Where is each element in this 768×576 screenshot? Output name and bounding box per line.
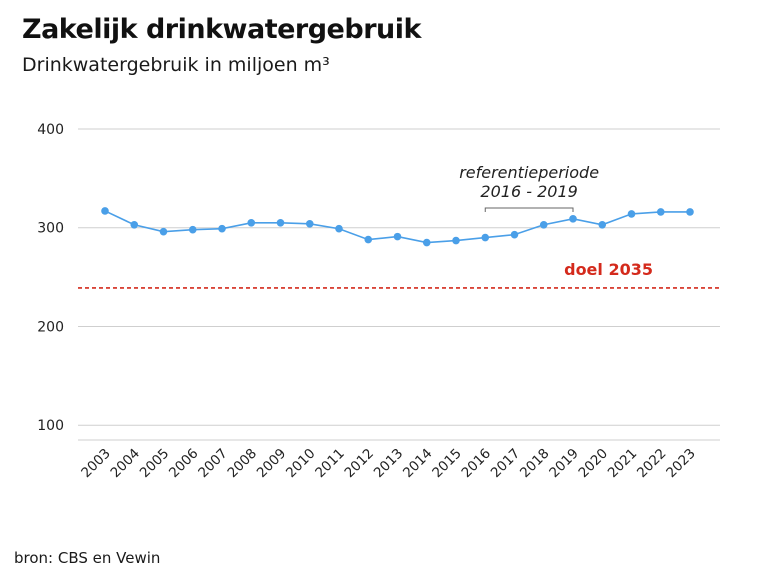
x-tick-label-2015: 2015	[429, 446, 465, 482]
chart-subtitle: Drinkwatergebruik in miljoen m³	[22, 54, 330, 76]
annotation-bracket	[484, 207, 574, 212]
data-point-2019	[569, 215, 577, 223]
data-point-2014	[422, 238, 431, 247]
x-tick-label-2004: 2004	[107, 446, 143, 482]
x-tick-label-2003: 2003	[78, 446, 114, 482]
y-tick-label-300: 300	[37, 221, 64, 237]
data-point-2020	[598, 220, 607, 229]
y-tick-label-200: 200	[37, 319, 64, 335]
data-point-2006	[188, 225, 197, 234]
x-tick-label-2019: 2019	[546, 446, 582, 482]
series-group	[101, 207, 694, 247]
chart-title: Zakelijk drinkwatergebruik	[22, 14, 421, 45]
data-point-2010	[305, 219, 314, 228]
data-point-2015	[452, 236, 460, 245]
data-point-2007	[218, 224, 226, 233]
x-tick-label-2008: 2008	[224, 446, 260, 482]
x-tick-label-2011: 2011	[312, 446, 348, 482]
data-point-2009	[276, 218, 285, 227]
data-point-2021	[627, 210, 636, 218]
x-tick-label-2012: 2012	[341, 446, 377, 482]
goal-label: doel 2035	[564, 260, 653, 279]
x-tick-label-2006: 2006	[166, 446, 202, 482]
x-tick-label-2013: 2013	[371, 446, 407, 482]
data-point-2004	[130, 220, 139, 229]
goal-line-group: doel 2035	[78, 260, 720, 289]
x-tick-label-2021: 2021	[605, 446, 641, 482]
data-point-2017	[510, 230, 519, 239]
reference-period-annotation: referentieperiode 2016 - 2019	[459, 163, 599, 212]
data-point-2016	[481, 233, 490, 242]
x-tick-label-2022: 2022	[634, 446, 670, 482]
x-tick-label-2023: 2023	[663, 446, 699, 482]
x-tick-label-2010: 2010	[283, 446, 319, 482]
x-tick-label-2005: 2005	[137, 446, 173, 482]
data-point-2011	[335, 224, 343, 233]
data-point-2018	[539, 220, 548, 229]
x-tick-label-2017: 2017	[488, 446, 524, 482]
y-tick-label-400: 400	[37, 122, 64, 138]
gridlines: 100 200 300 400	[37, 122, 720, 441]
y-tick-label-100: 100	[37, 418, 64, 434]
data-point-2003	[101, 207, 109, 215]
source-note: bron: CBS en Vewin	[14, 549, 161, 567]
x-tick-label-2009: 2009	[254, 446, 290, 482]
x-tick-label-2014: 2014	[400, 446, 436, 482]
x-tick-label-2016: 2016	[458, 446, 494, 482]
annotation-line-2: 2016 - 2019	[480, 182, 577, 201]
data-point-2008	[247, 218, 256, 227]
data-point-2013	[393, 232, 402, 241]
data-point-2022	[656, 208, 665, 216]
data-point-2005	[159, 227, 168, 236]
annotation-line-1: referentieperiode	[459, 163, 599, 182]
x-tick-label-2020: 2020	[575, 446, 611, 482]
data-point-2012	[364, 235, 373, 244]
x-axis-labels: 2003200420052006200720082009201020112012…	[78, 446, 699, 482]
data-point-2023	[686, 208, 694, 216]
x-tick-label-2018: 2018	[517, 446, 553, 482]
x-tick-label-2007: 2007	[195, 446, 231, 482]
